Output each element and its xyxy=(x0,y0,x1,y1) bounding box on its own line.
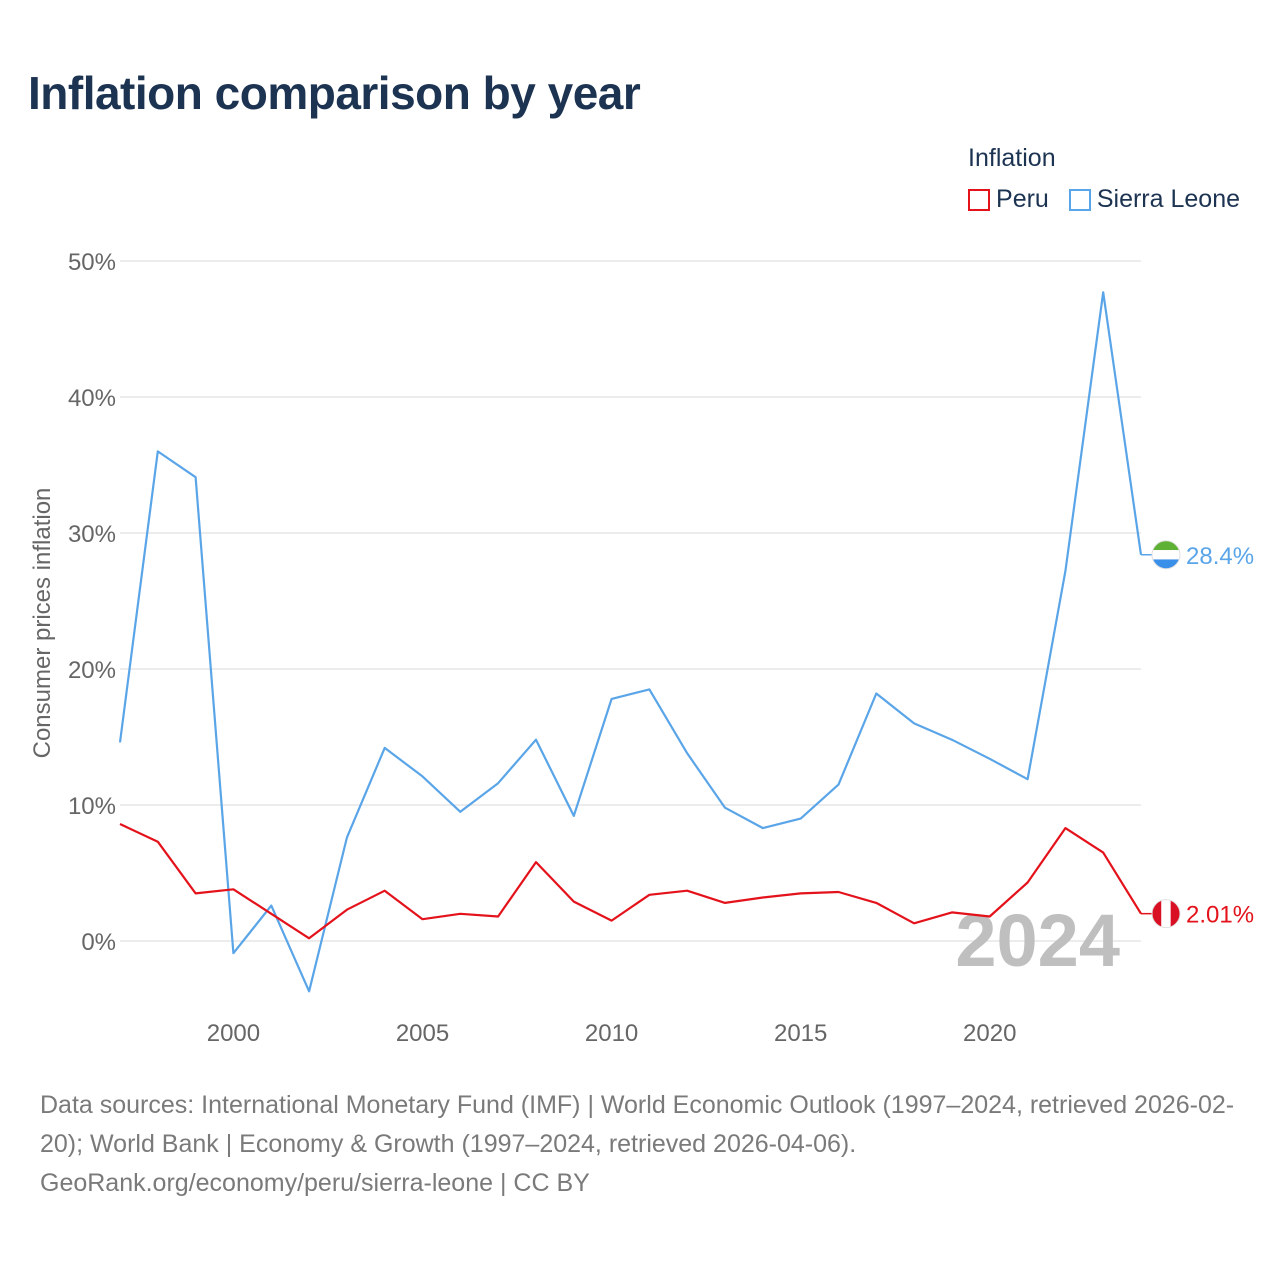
end-value-label-sierra-leone: 28.4% xyxy=(1186,543,1254,570)
series-line-peru xyxy=(119,823,1142,940)
chart-title: Inflation comparison by year xyxy=(28,67,641,119)
line-chart: 0% 10% 20% 30% 40% 50% 2000 2005 2010 2015 2020 C… xyxy=(29,249,1254,1047)
x-tick-label: 2015 xyxy=(774,1020,827,1047)
x-tick-label: 2020 xyxy=(963,1020,1016,1047)
flag-outline xyxy=(1151,540,1181,570)
y-tick-label: 20% xyxy=(68,657,116,684)
x-tick-label: 2000 xyxy=(207,1020,260,1047)
y-tick-label: 50% xyxy=(68,249,116,276)
legend-label-sierra-leone: Sierra Leone xyxy=(1096,185,1240,213)
legend-swatch-sierra-leone xyxy=(1068,188,1091,211)
legend-title: Inflation xyxy=(968,144,1056,172)
y-axis-label: Consumer prices inflation xyxy=(29,488,56,759)
sierra-leone-flag-icon xyxy=(1151,540,1181,570)
legend-items: Peru Sierra Leone xyxy=(968,185,1240,214)
x-tick-label: 2005 xyxy=(396,1020,449,1047)
legend-swatch-peru xyxy=(968,188,991,211)
y-tick-label: 40% xyxy=(68,385,116,412)
y-tick-label: 0% xyxy=(81,929,116,956)
legend-item-peru[interactable]: Peru xyxy=(968,185,1049,214)
end-value-label-peru: 2.01% xyxy=(1186,902,1254,929)
legend-label-peru: Peru xyxy=(996,185,1049,213)
year-watermark: 2024 xyxy=(955,899,1120,982)
source-link[interactable]: GeoRank.org/economy/peru/sierra-leone | … xyxy=(40,1169,590,1197)
footer: Data sources: International Monetary Fun… xyxy=(40,1086,1250,1203)
peru-flag-icon xyxy=(1151,899,1181,929)
series-line-sierra-leone xyxy=(118,291,1143,993)
y-tick-label: 30% xyxy=(68,521,116,548)
data-sources: Data sources: International Monetary Fun… xyxy=(40,1091,1235,1158)
y-tick-label: 10% xyxy=(68,793,116,820)
legend-item-sierra-leone[interactable]: Sierra Leone xyxy=(1068,185,1240,214)
x-tick-label: 2010 xyxy=(585,1020,638,1047)
legend: Inflation Peru Sierra Leone xyxy=(968,144,1240,214)
flag-outline xyxy=(1151,899,1181,929)
